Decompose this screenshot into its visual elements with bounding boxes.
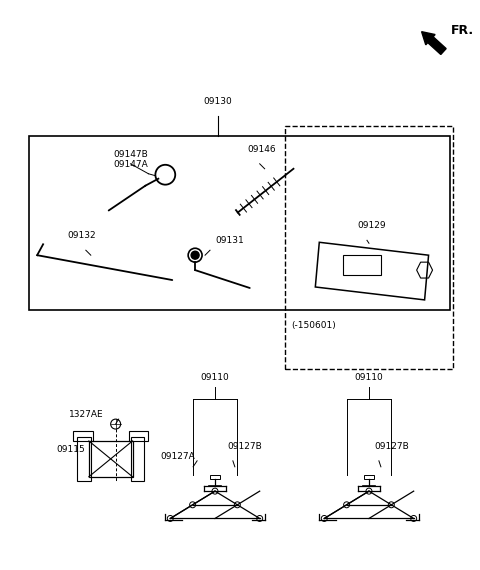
Text: 09127B: 09127B — [227, 442, 262, 451]
Text: (-150601): (-150601) — [291, 321, 336, 329]
Bar — [29, 136, 450, 310]
Text: 09132: 09132 — [67, 231, 96, 241]
Text: 1327AE: 1327AE — [69, 410, 104, 419]
Bar — [131, 437, 144, 481]
Text: 09127A: 09127A — [160, 452, 195, 461]
Text: FR.: FR. — [450, 24, 474, 36]
Text: 09130: 09130 — [204, 97, 232, 106]
Text: 09110: 09110 — [355, 373, 384, 382]
Bar — [364, 475, 374, 479]
Bar — [89, 441, 132, 477]
Text: 09147B: 09147B — [114, 150, 148, 159]
Circle shape — [191, 251, 199, 259]
Bar — [77, 437, 91, 481]
Bar — [129, 431, 148, 441]
Bar — [343, 255, 381, 275]
Text: 09129: 09129 — [357, 221, 385, 230]
Text: 09131: 09131 — [215, 236, 244, 245]
FancyArrow shape — [421, 32, 446, 55]
Text: 09110: 09110 — [201, 373, 229, 382]
Text: 09147A: 09147A — [114, 160, 148, 169]
Text: 09146: 09146 — [248, 145, 276, 154]
Bar — [285, 126, 454, 369]
Text: 09127B: 09127B — [374, 442, 408, 451]
Bar — [73, 431, 93, 441]
Text: 09115: 09115 — [56, 445, 85, 454]
Bar — [210, 475, 220, 479]
